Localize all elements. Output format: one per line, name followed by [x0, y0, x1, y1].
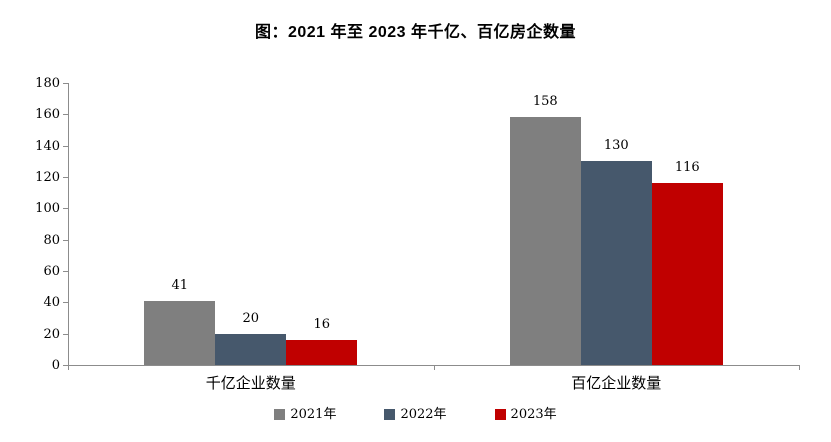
legend-item-2023年: 2023年 [494, 407, 557, 422]
x-axis-tick [433, 365, 435, 370]
legend-swatch [384, 409, 396, 420]
category-label: 千亿企业数量 [205, 374, 296, 392]
bar-value-label: 16 [313, 316, 331, 332]
category-label: 百亿企业数量 [571, 374, 662, 392]
y-axis-tick [63, 239, 68, 241]
y-axis-tick [63, 302, 68, 304]
y-axis-tick [63, 83, 68, 84]
y-axis-tick [63, 145, 68, 147]
y-tick-label: 140 [35, 138, 60, 154]
bar-2021年-千亿企业数量 [144, 300, 216, 365]
y-axis-line [68, 83, 69, 365]
bar-value-label: 158 [532, 94, 558, 110]
y-axis-tick [63, 208, 68, 210]
legend-swatch [494, 409, 506, 420]
bar-2023年-千亿企业数量 [286, 339, 358, 365]
y-axis-tick [63, 114, 68, 116]
legend-label: 2022年 [400, 407, 447, 422]
chart-title: 图：2021 年至 2023 年千亿、百亿房企数量 [254, 24, 577, 41]
y-tick-label: 80 [43, 232, 60, 248]
bar-value-label: 116 [674, 160, 700, 176]
y-axis-tick [63, 271, 68, 272]
legend-label: 2023年 [510, 407, 557, 422]
y-axis-tick [63, 177, 68, 178]
bar-2023年-百亿企业数量 [651, 183, 723, 365]
bar-2022年-千亿企业数量 [215, 333, 287, 365]
x-axis-tick [68, 365, 69, 370]
legend-label: 2021年 [290, 407, 337, 422]
bar-value-label: 20 [242, 310, 260, 326]
y-tick-label: 20 [43, 326, 60, 342]
legend-swatch [274, 409, 286, 420]
y-tick-label: 40 [43, 295, 60, 311]
legend-item-2021年: 2021年 [274, 408, 336, 421]
legend-item-2022年: 2022年 [384, 407, 447, 422]
legend: 2021年 2022年 2023年 [0, 408, 831, 421]
y-tick-label: 100 [35, 201, 60, 217]
bar-2021年-百亿企业数量 [509, 117, 581, 365]
y-axis-tick [63, 333, 68, 335]
bar-value-label: 41 [171, 277, 189, 293]
x-axis-tick [799, 365, 800, 370]
y-axis-tick [63, 365, 68, 366]
y-tick-label: 160 [35, 107, 60, 123]
y-tick-label: 180 [35, 76, 60, 91]
y-tick-label: 0 [51, 358, 60, 373]
y-tick-label: 120 [35, 170, 60, 185]
bar-2022年-百亿企业数量 [580, 161, 652, 365]
bar-value-label: 130 [603, 138, 629, 154]
y-tick-label: 60 [43, 264, 60, 279]
